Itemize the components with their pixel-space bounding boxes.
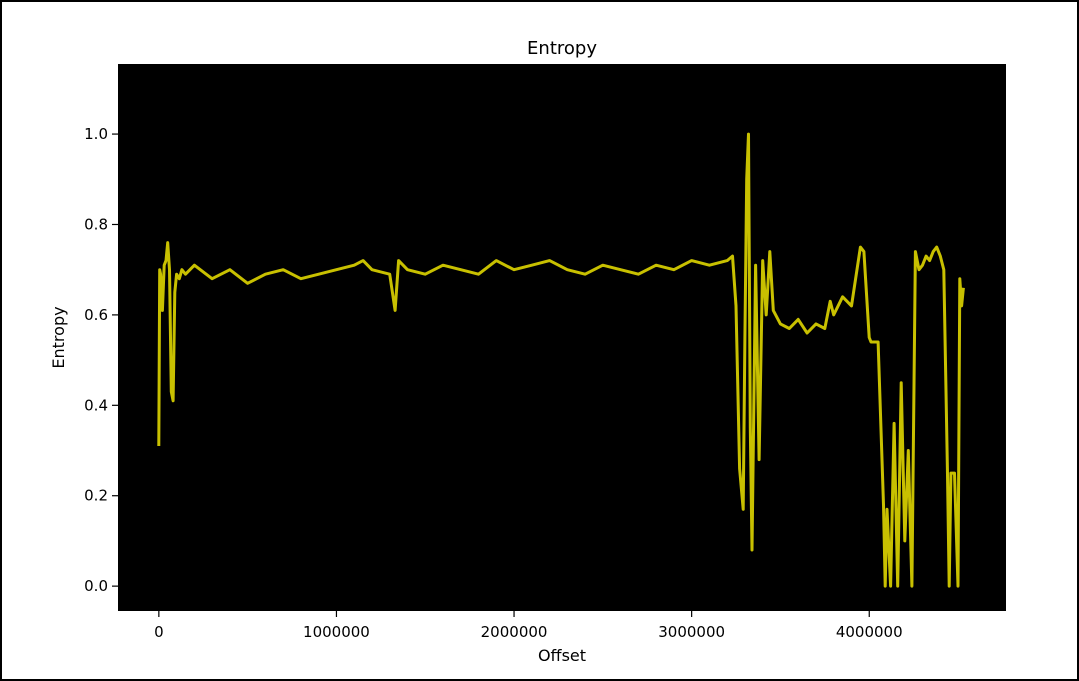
entropy-series-line — [157, 132, 965, 588]
plot-marks — [157, 132, 965, 588]
y-axis-label: Entropy — [49, 306, 68, 368]
x-tick-label: 2000000 — [481, 623, 548, 641]
y-tick-label: 0.6 — [84, 306, 108, 324]
plot-area — [118, 64, 1006, 611]
x-axis: 0 1000000 2000000 3000000 4000000 — [154, 611, 903, 641]
y-tick-label: 0.8 — [84, 215, 108, 233]
chart-title: Entropy — [527, 38, 597, 59]
y-axis: 0.0 0.2 0.4 0.6 0.8 1.0 — [84, 125, 118, 595]
x-axis-label: Offset — [538, 646, 586, 665]
x-tick-label: 4000000 — [836, 623, 903, 641]
y-tick-label: 0.4 — [84, 396, 108, 414]
y-tick-label: 1.0 — [84, 125, 108, 143]
x-tick-label: 3000000 — [658, 623, 725, 641]
y-tick-label: 0.2 — [84, 487, 108, 505]
x-tick-label: 1000000 — [303, 623, 370, 641]
y-tick-label: 0.0 — [84, 577, 108, 595]
x-tick-label: 0 — [154, 623, 164, 641]
